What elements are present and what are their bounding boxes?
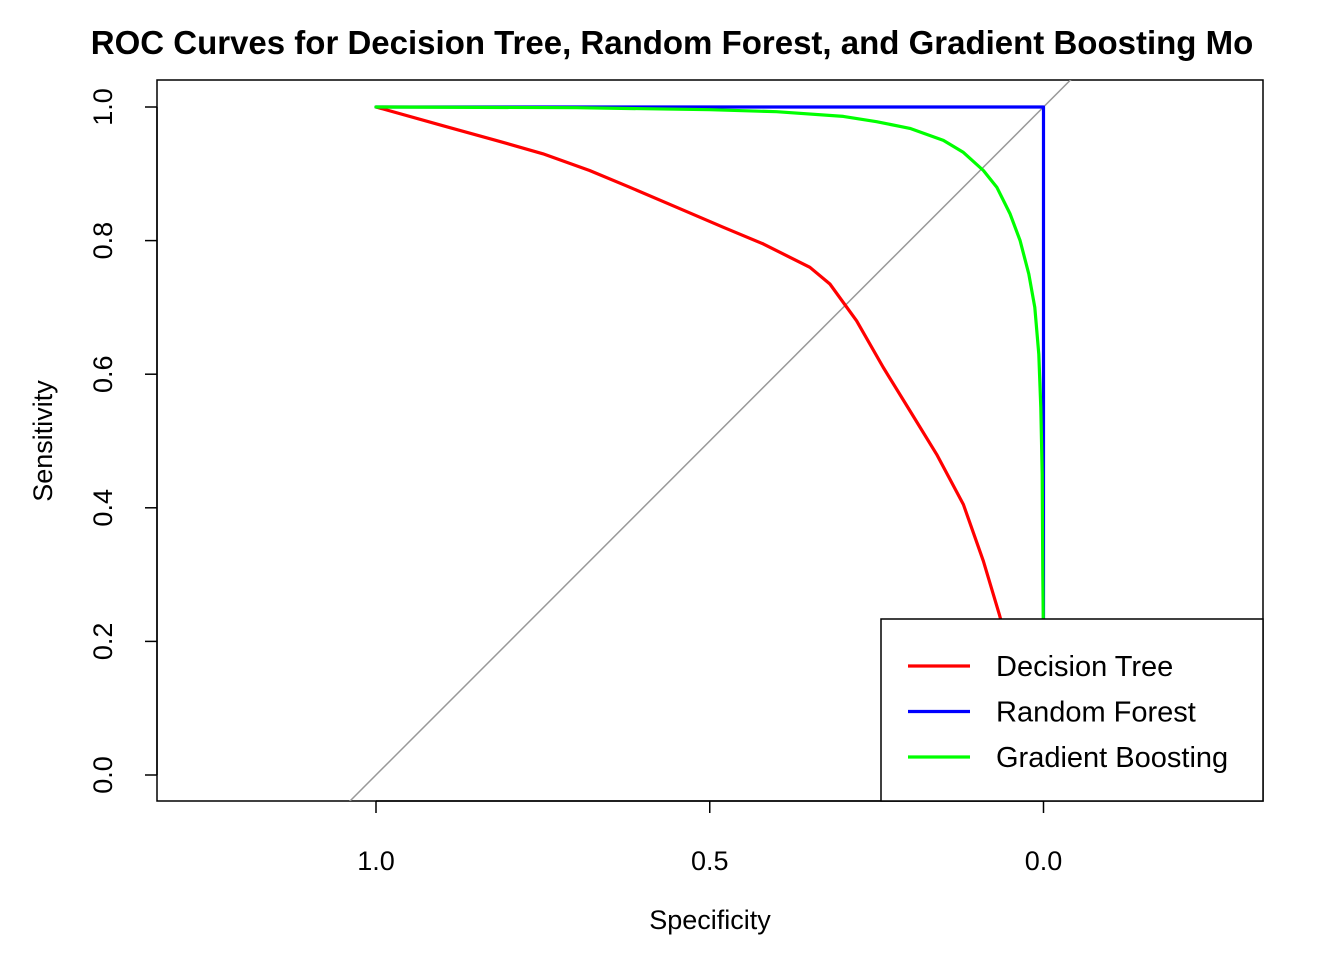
x-axis-label: Specificity	[649, 905, 771, 935]
legend-label: Decision Tree	[996, 651, 1173, 683]
legend-label: Random Forest	[996, 697, 1196, 729]
y-tick-label: 1.0	[88, 88, 118, 126]
x-tick-label: 0.0	[1025, 846, 1063, 876]
series-line-random-forest	[374, 105, 1046, 777]
x-tick-label: 0.5	[691, 846, 729, 876]
y-axis-label: Sensitivity	[28, 380, 58, 502]
reference-diagonal-line	[348, 80, 1072, 801]
x-axis: 1.0 0.5 0.0	[357, 800, 1063, 876]
series-line-gradient-boosting	[374, 105, 1046, 777]
plot-area	[348, 80, 1072, 801]
legend: Decision Tree Random Forest Gradient Boost…	[880, 618, 1264, 802]
y-tick-label: 0.8	[88, 222, 118, 260]
x-tick-label: 1.0	[357, 846, 395, 876]
y-tick-label: 0.0	[88, 756, 118, 794]
y-axis: 0.0 0.2 0.4 0.6 0.8 1.0	[88, 88, 158, 794]
y-tick-label: 0.6	[88, 355, 118, 393]
y-tick-label: 0.2	[88, 623, 118, 661]
y-tick-label: 0.4	[88, 489, 118, 527]
chart-title: ROC Curves for Decision Tree, Random For…	[91, 24, 1254, 61]
legend-label: Gradient Boosting	[996, 742, 1228, 774]
